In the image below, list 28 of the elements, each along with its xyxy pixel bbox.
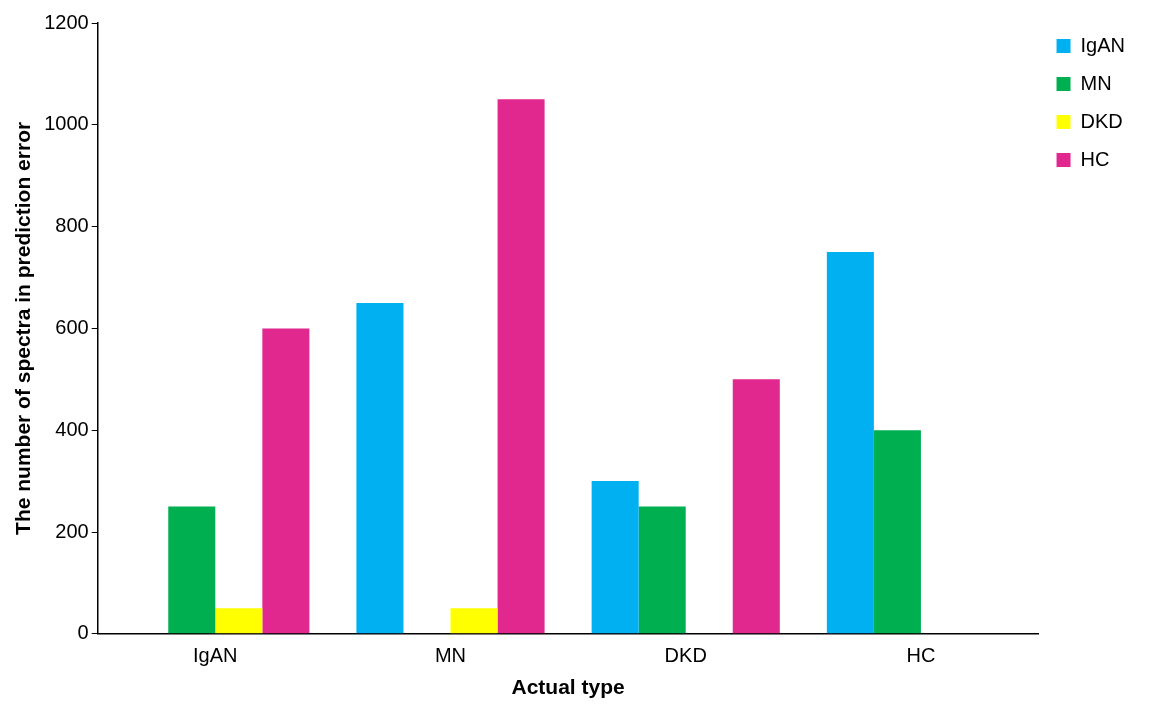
y-tick-label: 800: [55, 214, 89, 237]
bar: [591, 481, 639, 634]
bar: [356, 302, 404, 634]
x-tick-label: DKD: [664, 644, 707, 667]
bar: [168, 506, 216, 634]
y-tick-label: 1000: [44, 112, 89, 135]
legend-label: DKD: [1080, 109, 1123, 132]
bar: [638, 506, 686, 634]
y-tick-label: 0: [77, 621, 89, 644]
legend-label: MN: [1080, 71, 1112, 94]
bar: [450, 608, 498, 634]
bar: [732, 379, 780, 634]
y-tick-label: 600: [55, 315, 89, 338]
bar: [497, 99, 545, 634]
y-tick-label: 200: [55, 519, 89, 542]
legend-label: IgAN: [1080, 33, 1126, 56]
bar: [215, 608, 263, 634]
x-axis-title: Actual type: [511, 675, 625, 699]
bar: [262, 328, 310, 634]
y-tick-label: 400: [55, 417, 89, 440]
bar: [873, 430, 921, 634]
legend-label: HC: [1080, 147, 1110, 170]
y-tick-label: 1200: [44, 10, 89, 33]
x-tick-label: MN: [434, 644, 467, 667]
y-axis-title: The number of spectra in prediction error: [11, 121, 35, 535]
x-tick-label: IgAN: [193, 644, 238, 667]
x-tick-label: HC: [906, 644, 936, 667]
bar: [826, 252, 874, 634]
